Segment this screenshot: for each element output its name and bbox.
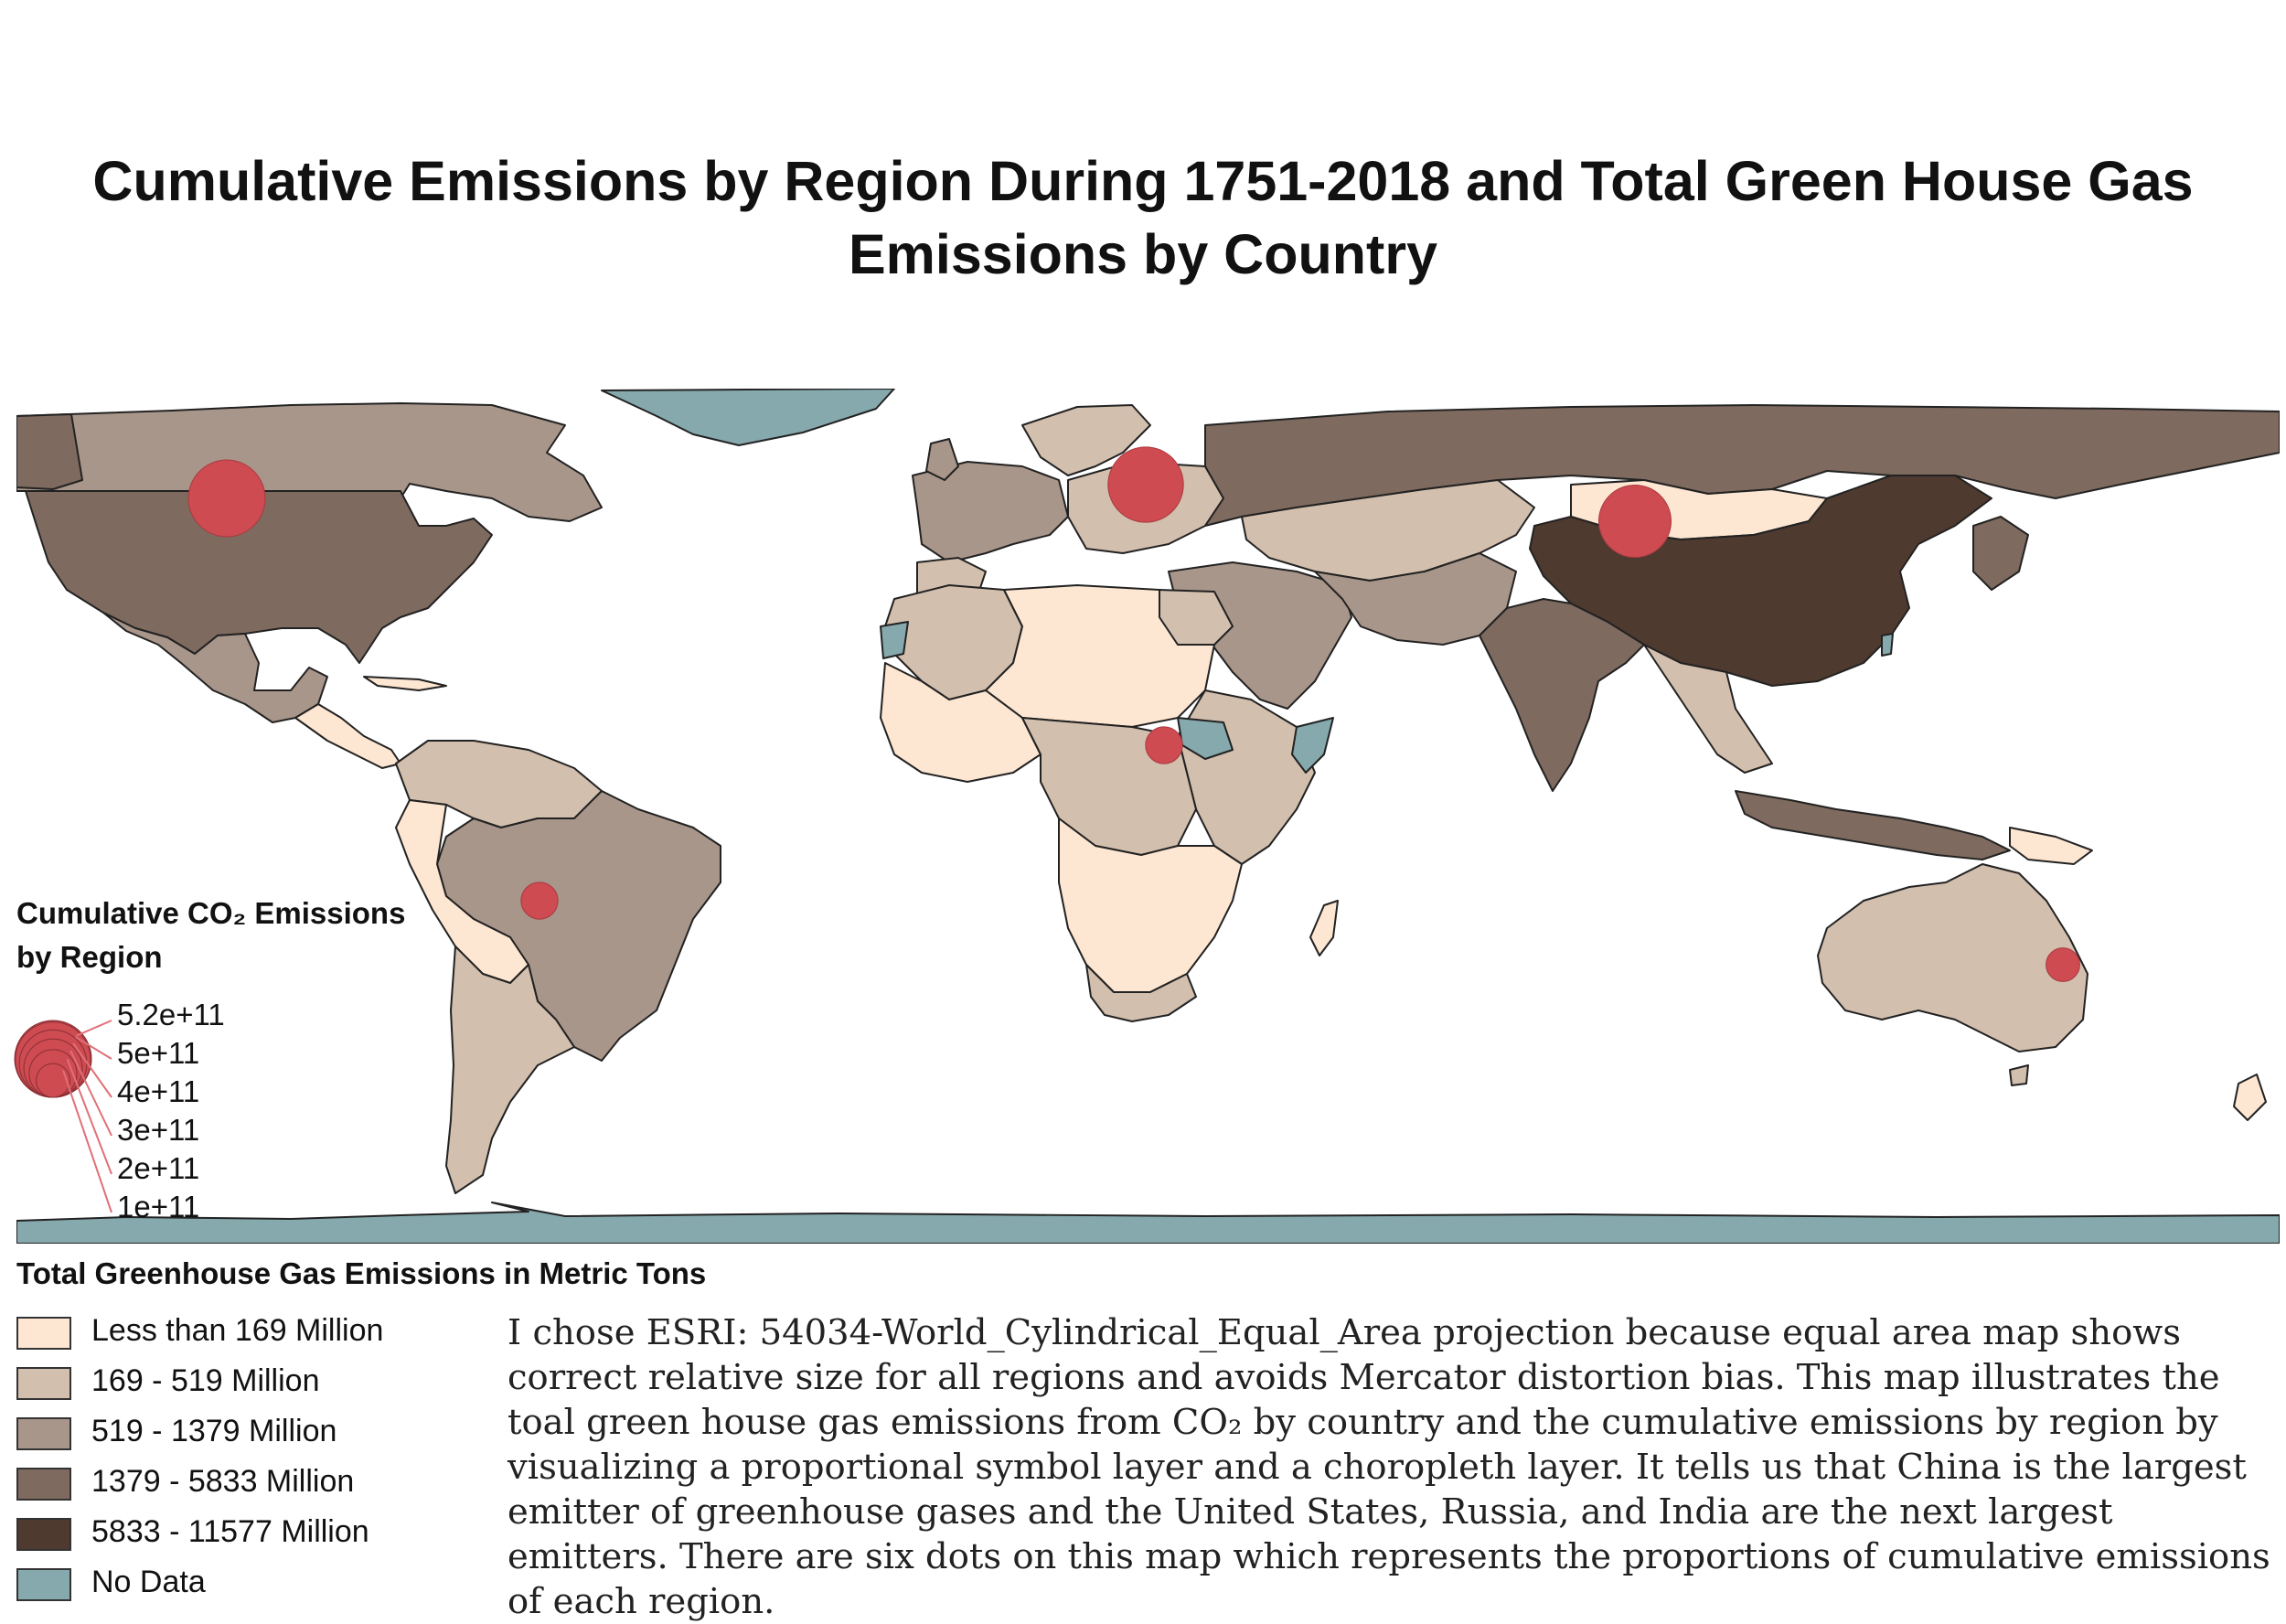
ghg-swatch <box>16 1568 71 1601</box>
ghg-label: 5833 - 11577 Million <box>91 1514 369 1549</box>
symbol-legend-entry: 3e+11 <box>117 1113 200 1147</box>
tasmania <box>2009 1064 2029 1086</box>
ghg-swatch <box>16 1518 71 1551</box>
south-africa <box>1085 964 1197 1022</box>
ghg-legend-title: Total Greenhouse Gas Emissions in Metric… <box>16 1256 707 1290</box>
region-symbol <box>1145 726 1183 764</box>
ghg-label: 1379 - 5833 Million <box>91 1464 355 1499</box>
ghg-swatch <box>16 1317 71 1350</box>
india <box>1479 598 1645 792</box>
world-map <box>16 389 2280 1244</box>
legend-leader-line <box>75 1036 112 1060</box>
region-symbol <box>2046 947 2080 982</box>
somalia <box>1291 717 1334 774</box>
legend-leader-line <box>66 1058 112 1175</box>
proportional-symbols <box>187 446 2080 982</box>
legend-leader-line <box>69 1050 112 1137</box>
symbol-legend-entry: 5e+11 <box>117 1036 200 1070</box>
map-title: Cumulative Emissions by Region During 17… <box>92 150 2194 285</box>
papua <box>2009 827 2093 865</box>
ghg-label: 169 - 519 Million <box>91 1363 320 1398</box>
region-symbol <box>520 881 559 920</box>
ghg-swatch <box>16 1468 71 1501</box>
antarctica <box>16 1202 2280 1244</box>
australia <box>1817 863 2088 1052</box>
egypt <box>1159 589 1234 646</box>
mexico <box>102 612 328 723</box>
symbol-legend-graphic <box>14 1020 112 1213</box>
southeast-asia <box>1643 644 1773 774</box>
region-symbol <box>1107 446 1184 523</box>
symbol-legend-title: Cumulative CO₂ Emissions by Region <box>16 896 406 974</box>
japan <box>1972 516 2029 591</box>
taiwan <box>1881 633 1894 657</box>
ghg-label: 519 - 1379 Million <box>91 1414 337 1448</box>
uk <box>925 438 959 481</box>
map-description: I chose ESRI: 54034-World_Cylindrical_Eq… <box>507 1312 2270 1622</box>
alaska <box>16 413 83 490</box>
central-asia <box>1241 479 1535 582</box>
east-africa <box>1177 689 1316 865</box>
symbol-legend-entry: 4e+11 <box>117 1074 200 1108</box>
ghg-label: Less than 169 Million <box>91 1313 384 1348</box>
western-sahara <box>880 621 909 659</box>
symbol-legend-entry: 1e+11 <box>117 1190 200 1223</box>
legend-leader-line <box>62 1070 112 1213</box>
ghg-swatch <box>16 1367 71 1400</box>
region-symbol <box>187 459 266 538</box>
madagascar <box>1309 900 1339 956</box>
ghg-swatch <box>16 1417 71 1450</box>
legend-leader-line <box>75 1020 112 1037</box>
symbol-legend-entry: 2e+11 <box>117 1151 200 1185</box>
symbol-legend-entry: 5.2e+11 <box>117 998 225 1031</box>
region-symbol <box>1597 484 1672 559</box>
new-zealand <box>2233 1074 2267 1121</box>
central-america <box>294 703 401 769</box>
scandinavia <box>1021 404 1151 476</box>
caribbean <box>363 676 447 691</box>
legend-symbol <box>36 1063 70 1098</box>
western-europe <box>912 461 1069 563</box>
west-africa <box>880 662 1042 783</box>
indonesia <box>1735 790 2011 860</box>
ghg-label: No Data <box>91 1565 206 1599</box>
southern-cone <box>445 946 575 1194</box>
southern-africa <box>1058 817 1243 993</box>
legend-leader-line <box>72 1042 112 1098</box>
greenland <box>601 389 895 446</box>
